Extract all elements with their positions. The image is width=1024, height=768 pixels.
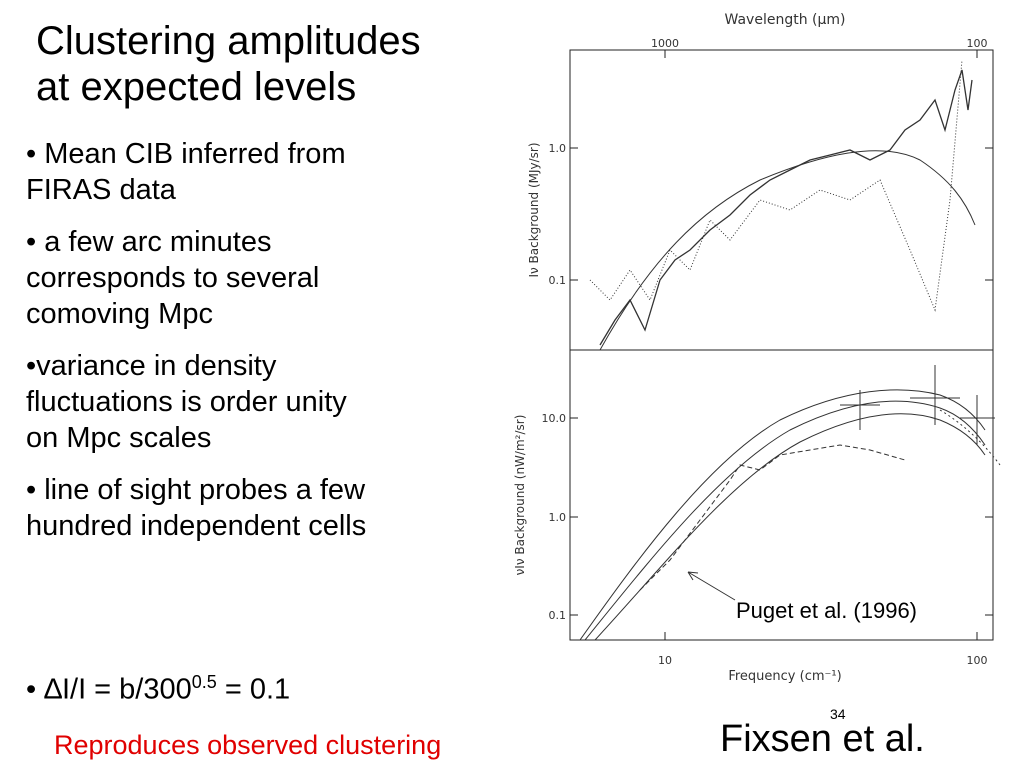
dotted-curve (589, 59, 963, 312)
formula-text: • ∆I/I = b/300 (26, 673, 192, 706)
model-curve (584, 400, 986, 641)
bullet-line: comoving Mpc (26, 298, 213, 330)
bullet-line: fluctuations is order unity (26, 386, 347, 418)
fit-curve (599, 150, 976, 351)
x-tick-label: 100 (967, 654, 988, 667)
title-line: Clustering amplitudes (36, 19, 421, 63)
credit: Fixsen et al. (720, 718, 925, 760)
model-curve (594, 413, 986, 641)
upper-panel (569, 49, 994, 351)
model-curve (579, 389, 986, 641)
data-curve (599, 69, 973, 346)
bullet-list: • Mean CIB inferred from FIRAS data • a fe… (26, 136, 366, 560)
bullet: • line of sight probes a few hundred inde… (26, 472, 366, 544)
y-tick-label: 0.1 (549, 274, 567, 287)
y-tick-label: 10.0 (542, 412, 567, 425)
bullet-line: •variance in density (26, 350, 277, 382)
y-tick-label: 1.0 (549, 511, 567, 524)
x-axis-label: Frequency (cm⁻¹) (728, 669, 841, 684)
error-bars (840, 365, 995, 445)
bullet-line: • a few arc minutes (26, 226, 272, 258)
lower-panel (569, 349, 994, 641)
annotation-arrow (687, 571, 736, 601)
top-axis-label: Wavelength (μm) (725, 12, 846, 28)
curves (579, 59, 1001, 641)
bullet: • Mean CIB inferred from FIRAS data (26, 136, 366, 208)
bullet: • a few arc minutes corresponds to severa… (26, 224, 366, 332)
y-tick-label: 0.1 (549, 609, 567, 622)
bullet: •variance in density fluctuations is orde… (26, 348, 366, 456)
top-tick-label: 1000 (651, 37, 679, 50)
formula-text: = 0.1 (216, 673, 291, 706)
bullet-line: on Mpc scales (26, 422, 212, 454)
top-tick-label: 100 (967, 37, 988, 50)
bullet-line: FIRAS data (26, 174, 176, 206)
bullet-line: • line of sight probes a few (26, 474, 366, 506)
page-number: 34 (830, 706, 846, 722)
plot-frames (569, 49, 994, 641)
slide-title: Clustering amplitudes at expected levels (36, 18, 421, 110)
x-tick-label: 10 (658, 654, 672, 667)
y-axis-label: νIν Background (nW/m²/sr) (513, 415, 527, 576)
note: Reproduces observed clustering (54, 730, 442, 760)
formula-exponent: 0.5 (191, 672, 217, 692)
bullet-line: hundred independent cells (26, 510, 367, 542)
formula: • ∆I/I = b/3000.5 = 0.1 (26, 672, 290, 707)
bullet-line: corresponds to several (26, 262, 320, 294)
y-axis-label: Iν Background (MJy/sr) (527, 142, 541, 277)
bullet-line: • Mean CIB inferred from (26, 138, 346, 170)
dashed-curve (639, 444, 906, 591)
title-line: at expected levels (36, 65, 357, 109)
annotation: Puget et al. (1996) (736, 598, 917, 623)
y-tick-label: 1.0 (549, 142, 567, 155)
tick-marks (570, 50, 993, 640)
